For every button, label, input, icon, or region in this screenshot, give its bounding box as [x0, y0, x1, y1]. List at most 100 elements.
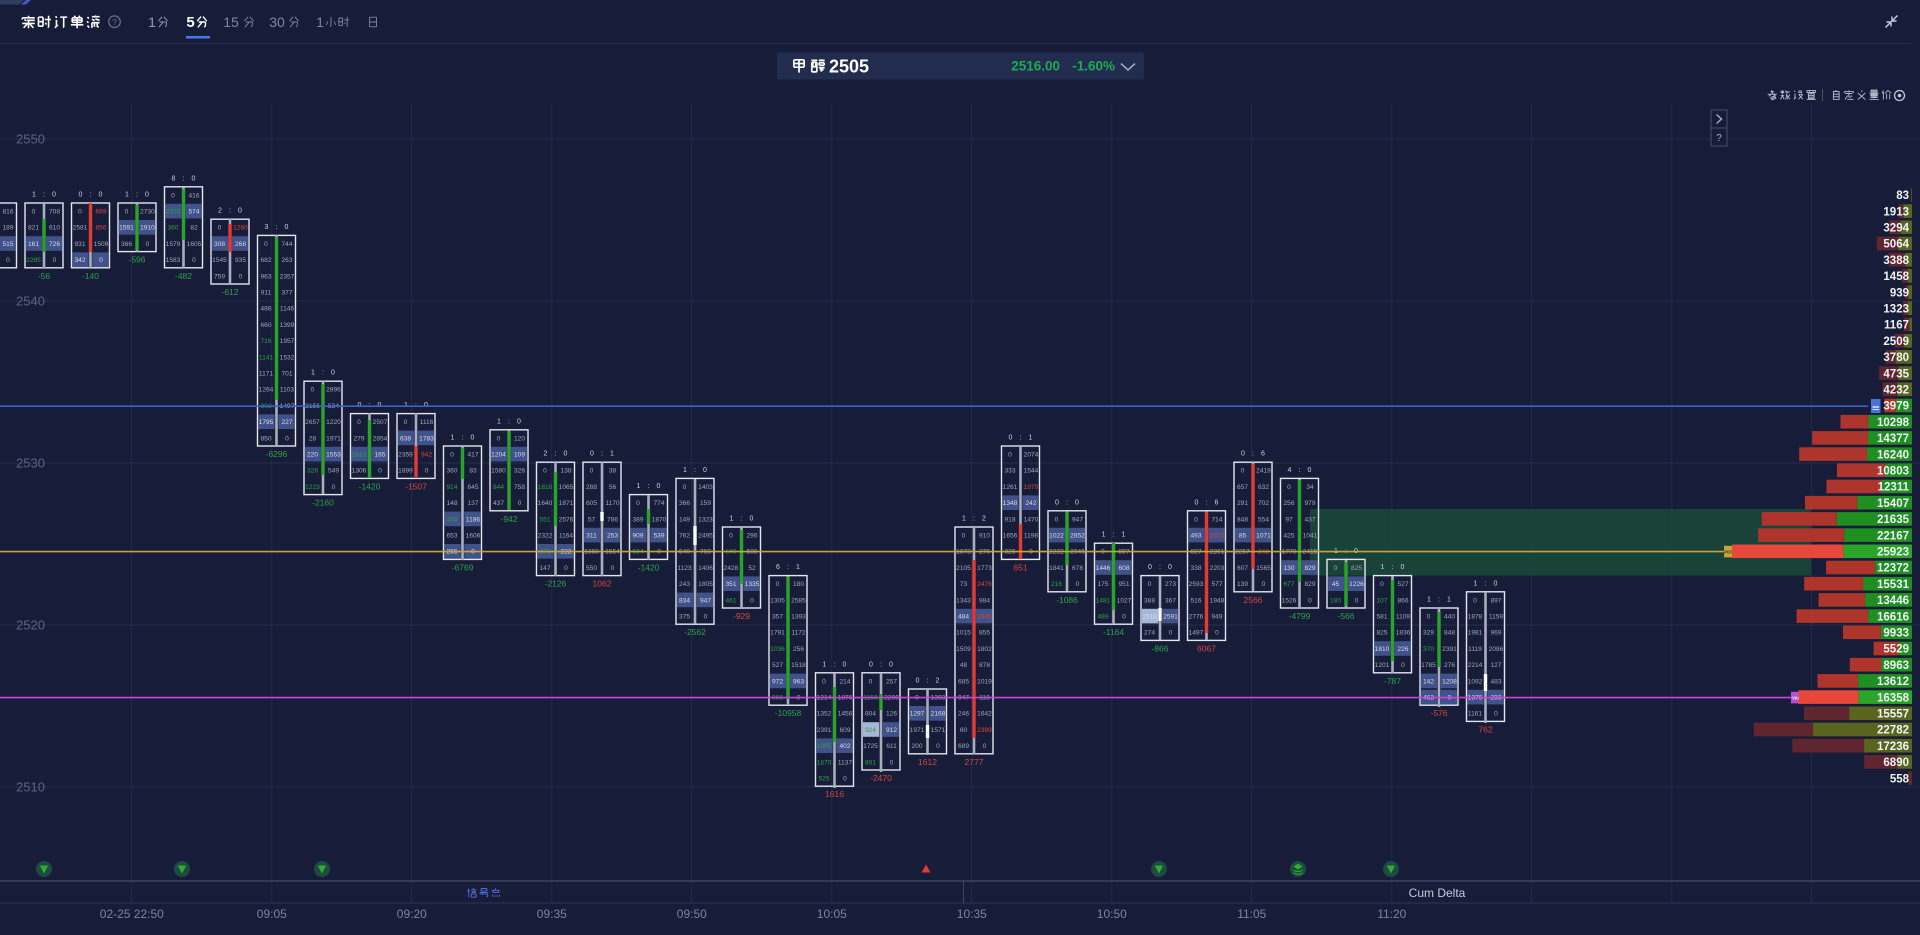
svg-text:288: 288	[586, 484, 597, 491]
svg-text:220: 220	[307, 452, 318, 459]
svg-text:1458: 1458	[1883, 271, 1909, 283]
svg-text:0: 0	[218, 225, 222, 232]
svg-text:4232: 4232	[1883, 385, 1909, 397]
svg-text:1019: 1019	[977, 678, 992, 685]
svg-text:909: 909	[632, 533, 643, 540]
svg-text:0: 0	[1241, 468, 1245, 475]
svg-text:09:35: 09:35	[537, 907, 567, 921]
svg-text:682: 682	[260, 257, 271, 264]
svg-text:1123: 1123	[677, 565, 692, 572]
svg-text:360: 360	[446, 468, 457, 475]
svg-text:22782: 22782	[1877, 725, 1909, 737]
svg-text:759: 759	[214, 273, 225, 280]
svg-text:2476: 2476	[977, 581, 992, 588]
svg-text:1071: 1071	[1256, 533, 1271, 540]
svg-text:253: 253	[607, 533, 618, 540]
svg-text:1323: 1323	[1883, 304, 1909, 316]
svg-text:10:35: 10:35	[957, 907, 987, 921]
svg-text:1297: 1297	[910, 711, 925, 718]
svg-text:226: 226	[1397, 646, 1408, 653]
svg-text:1201: 1201	[1375, 662, 1390, 669]
svg-text::: :	[1159, 564, 1161, 571]
svg-text:83: 83	[1896, 190, 1909, 202]
svg-text:1579: 1579	[166, 241, 181, 248]
svg-text:21635: 21635	[1877, 514, 1910, 526]
svg-text:-2126: -2126	[545, 579, 567, 589]
svg-text:1: 1	[32, 192, 36, 199]
svg-text:726: 726	[49, 241, 60, 248]
svg-text:1: 1	[125, 192, 129, 199]
svg-text:13612: 13612	[1877, 676, 1909, 688]
svg-text:914: 914	[446, 484, 457, 491]
svg-text:15407: 15407	[1877, 498, 1909, 510]
svg-text:-1.60%: -1.60%	[1072, 59, 1115, 74]
svg-text:918: 918	[1004, 516, 1015, 523]
svg-text:417: 417	[467, 452, 478, 459]
svg-text:0: 0	[704, 614, 708, 621]
svg-text:273: 273	[1165, 581, 1176, 588]
svg-text:0: 0	[1076, 581, 1080, 588]
svg-text:2507: 2507	[373, 419, 388, 426]
svg-text:2593: 2593	[1189, 581, 1204, 588]
svg-text:1015: 1015	[956, 630, 971, 637]
svg-text:30: 30	[269, 14, 285, 30]
svg-text:3388: 3388	[1883, 255, 1909, 267]
svg-text:389: 389	[632, 516, 643, 523]
svg-text:437: 437	[493, 500, 504, 507]
svg-text:2028: 2028	[166, 209, 181, 216]
svg-text:333: 333	[1004, 468, 1015, 475]
svg-text::: :	[601, 451, 603, 458]
svg-text:708: 708	[49, 209, 60, 216]
svg-text:189: 189	[2, 225, 13, 232]
svg-text:714: 714	[1211, 516, 1222, 523]
svg-text:0: 0	[683, 484, 687, 491]
svg-text:1335: 1335	[745, 581, 760, 588]
svg-text:127: 127	[1490, 662, 1501, 669]
svg-text:6067: 6067	[1197, 643, 1216, 653]
svg-text:0: 0	[32, 209, 36, 216]
svg-text:1509: 1509	[94, 241, 109, 248]
svg-text:638: 638	[400, 435, 411, 442]
svg-text:1945: 1945	[977, 614, 992, 621]
svg-text:2896: 2896	[326, 387, 341, 394]
svg-text:0: 0	[843, 776, 847, 783]
svg-text:786: 786	[607, 516, 618, 523]
svg-text:963: 963	[260, 273, 271, 280]
svg-text:256: 256	[1283, 500, 1294, 507]
svg-text:1532: 1532	[280, 354, 295, 361]
svg-text:329: 329	[1423, 630, 1434, 637]
svg-text:1642: 1642	[977, 711, 992, 718]
svg-text:0: 0	[1380, 581, 1384, 588]
svg-text:243: 243	[679, 581, 690, 588]
svg-text:2576: 2576	[559, 516, 574, 523]
svg-text:367: 367	[1165, 597, 1176, 604]
svg-text:549: 549	[328, 468, 339, 475]
svg-text:610: 610	[49, 225, 60, 232]
svg-text:2399: 2399	[977, 727, 992, 734]
svg-text:701: 701	[281, 371, 292, 378]
svg-text::: :	[43, 192, 45, 199]
svg-text:-1420: -1420	[359, 481, 381, 491]
svg-text:525: 525	[818, 776, 829, 783]
svg-text:161: 161	[28, 241, 39, 248]
svg-text:-2562: -2562	[684, 627, 706, 637]
svg-text:148: 148	[446, 500, 457, 507]
svg-text::: :	[741, 516, 743, 523]
svg-text:689: 689	[958, 743, 969, 750]
svg-text:126: 126	[886, 711, 897, 718]
svg-text:1: 1	[962, 516, 966, 523]
svg-text:0: 0	[6, 257, 10, 264]
svg-text:1773: 1773	[977, 565, 992, 572]
svg-text:1544: 1544	[1024, 468, 1039, 475]
svg-text:25923: 25923	[1877, 547, 1909, 559]
svg-text:1981: 1981	[1468, 630, 1483, 637]
svg-text:645: 645	[467, 484, 478, 491]
svg-text:0: 0	[450, 452, 454, 459]
svg-text:608: 608	[1118, 565, 1129, 572]
svg-text:550: 550	[586, 565, 597, 572]
svg-text:1580: 1580	[491, 468, 506, 475]
svg-text:09:50: 09:50	[677, 907, 707, 921]
svg-text:527: 527	[772, 662, 783, 669]
svg-text:-10958: -10958	[775, 708, 802, 718]
svg-text:5529: 5529	[1883, 644, 1909, 656]
